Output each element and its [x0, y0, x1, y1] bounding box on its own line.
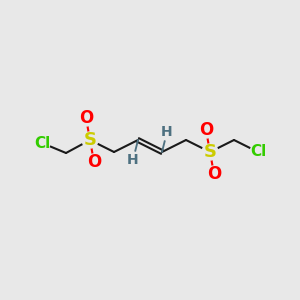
Circle shape — [86, 154, 102, 170]
Text: Cl: Cl — [250, 145, 266, 160]
Circle shape — [159, 124, 175, 140]
Circle shape — [82, 132, 98, 148]
Text: O: O — [87, 153, 101, 171]
Text: S: S — [83, 131, 97, 149]
Circle shape — [198, 122, 214, 138]
Circle shape — [206, 166, 222, 182]
Text: H: H — [127, 153, 139, 167]
Text: H: H — [161, 125, 173, 139]
Circle shape — [202, 144, 218, 160]
Text: O: O — [199, 121, 213, 139]
Text: Cl: Cl — [34, 136, 50, 151]
Circle shape — [78, 110, 94, 126]
Circle shape — [34, 135, 50, 151]
Text: S: S — [203, 143, 217, 161]
Circle shape — [250, 144, 266, 160]
Text: O: O — [207, 165, 221, 183]
Circle shape — [125, 152, 141, 168]
Text: O: O — [79, 109, 93, 127]
